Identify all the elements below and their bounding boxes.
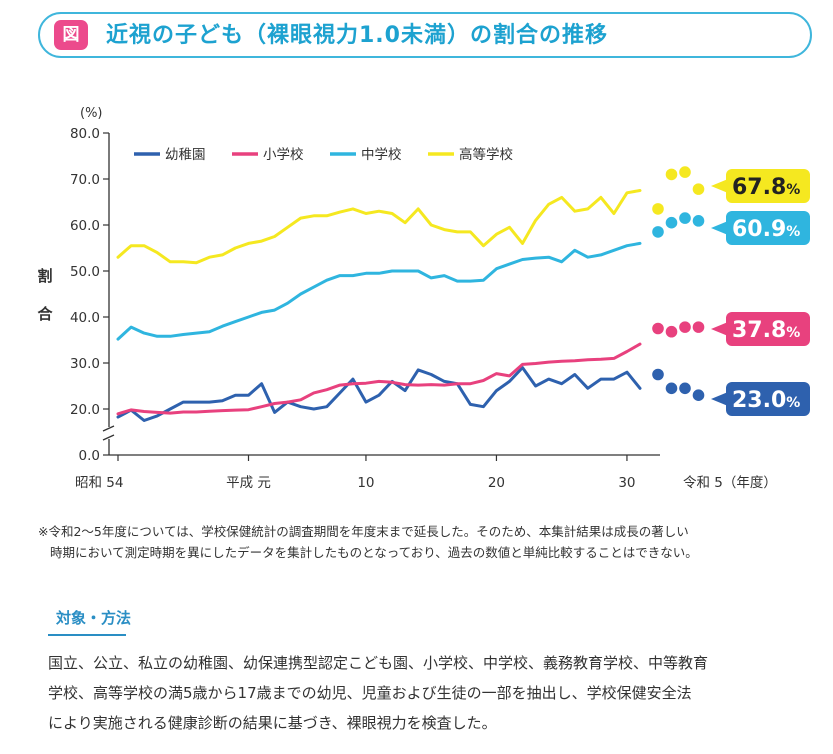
- y-tick-label: 30.0: [70, 356, 100, 372]
- callout-value: 60.9%: [732, 217, 800, 242]
- legend-label: 高等学校: [459, 146, 513, 163]
- callout-box: [726, 312, 810, 346]
- callout-value: 67.8%: [732, 175, 800, 200]
- data-point: [652, 368, 664, 381]
- data-point: [665, 382, 678, 395]
- value-callout: 23.0%: [711, 382, 810, 416]
- data-point: [679, 166, 691, 178]
- footnote-line-2: 時期において測定時期を異にしたデータを集計したものとなっており、過去の数値と単純…: [50, 545, 698, 560]
- series-line: [116, 342, 642, 416]
- value-callout: 60.9%: [711, 211, 810, 245]
- x-tick-label: 平成 元: [226, 475, 271, 491]
- data-point: [679, 382, 691, 395]
- data-point: [679, 212, 691, 224]
- data-point: [692, 321, 705, 333]
- chart-title: 近視の子ども（裸眼視力1.0未満）の割合の推移: [106, 23, 608, 48]
- y-tick-label: 20.0: [70, 402, 100, 418]
- footnote: ※令和2〜5年度については、学校保健統計の調査期間を年度末まで延長した。そのため…: [38, 521, 828, 563]
- value-callout: 37.8%: [711, 312, 810, 346]
- legend-item: 中学校: [330, 146, 402, 163]
- legend-item: 高等学校: [428, 146, 513, 163]
- data-point: [679, 321, 691, 333]
- footnote-line-1: ※令和2〜5年度については、学校保健統計の調査期間を年度末まで延長した。そのため…: [38, 524, 689, 539]
- series-line: [116, 189, 642, 265]
- legend-label: 幼稚園: [165, 147, 206, 163]
- data-point: [692, 389, 705, 402]
- legend-label: 小学校: [263, 146, 304, 163]
- series-line: [116, 241, 642, 341]
- callout-box: [726, 169, 810, 203]
- data-point: [652, 322, 664, 335]
- x-tick-label: 令和 5（年度）: [683, 475, 777, 491]
- axis-break-mark: [102, 434, 115, 441]
- callout-box: [726, 382, 810, 416]
- callout-box: [726, 211, 810, 245]
- x-tick-label: 10: [357, 475, 374, 491]
- x-tick-label: 20: [488, 475, 505, 491]
- legend-label: 中学校: [361, 146, 402, 163]
- y-tick-label: 70.0: [70, 172, 100, 188]
- callout-pointer: [711, 392, 728, 406]
- figure-badge: 図: [54, 20, 88, 50]
- data-point: [652, 203, 664, 215]
- callout-value: 37.8%: [732, 318, 800, 343]
- callout-pointer: [711, 179, 728, 193]
- data-point: [665, 168, 678, 181]
- y-tick-label: 0.0: [79, 448, 100, 464]
- value-callout: 67.8%: [711, 169, 810, 203]
- y-tick-label: 60.0: [70, 218, 100, 234]
- x-tick-label: 昭和 54: [75, 475, 123, 491]
- method-description: 国立、公立、私立の幼稚園、幼保連携型認定こども園、小学校、中学校、義務教育学校、…: [48, 648, 828, 738]
- legend-item: 幼稚園: [134, 147, 206, 163]
- y-unit-label: (%): [80, 106, 103, 121]
- method-line-1: 国立、公立、私立の幼稚園、幼保連携型認定こども園、小学校、中学校、義務教育学校、…: [48, 654, 709, 672]
- data-point: [665, 325, 678, 338]
- method-line-3: により実施される健康診断の結果に基づき、裸眼視力を検査した。: [48, 714, 497, 732]
- y-tick-label: 50.0: [70, 264, 100, 280]
- series-line: [116, 366, 642, 422]
- callout-value: 23.0%: [732, 388, 800, 413]
- x-tick-label: 30: [618, 475, 635, 491]
- section-underline: [48, 634, 126, 636]
- y-tick-label: 40.0: [70, 310, 100, 326]
- legend-item: 小学校: [232, 146, 304, 163]
- data-point: [652, 226, 664, 238]
- title-bar: 図 近視の子ども（裸眼視力1.0未満）の割合の推移: [38, 12, 812, 58]
- data-point: [692, 215, 705, 227]
- method-line-2: 学校、高等学校の満5歳から17歳までの幼児、児童および生徒の一部を抽出し、学校保…: [48, 684, 692, 702]
- data-point: [692, 183, 705, 195]
- callout-pointer: [711, 322, 728, 336]
- line-chart: (%) 割合 0.0 20.0 30.0 40.0 50.0 60.0 70.0 80.0 昭和 5…: [36, 106, 810, 491]
- y-axis-label: 割: [37, 267, 52, 285]
- axis-break-mark: [102, 425, 115, 432]
- data-point: [665, 216, 678, 229]
- y-axis-label: 合: [36, 305, 53, 323]
- callout-pointer: [711, 221, 728, 235]
- section-heading: 対象・方法: [56, 609, 132, 627]
- y-tick-label: 80.0: [70, 126, 100, 142]
